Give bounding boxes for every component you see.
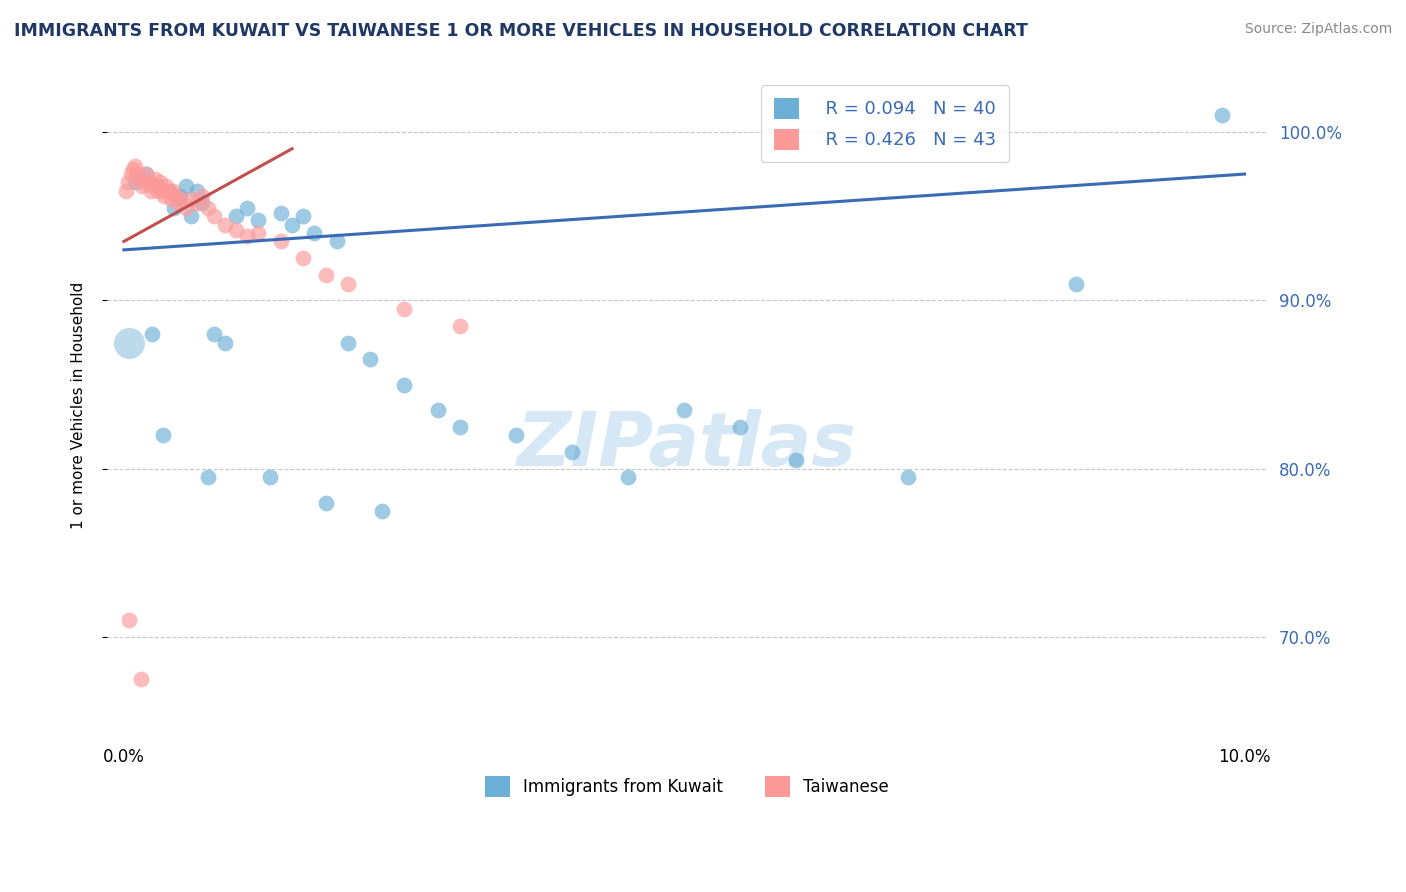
Point xyxy=(392,301,415,316)
Point xyxy=(121,161,143,176)
Text: IMMIGRANTS FROM KUWAIT VS TAIWANESE 1 OR MORE VEHICLES IN HOUSEHOLD CORRELATION : IMMIGRANTS FROM KUWAIT VS TAIWANESE 1 OR… xyxy=(14,22,1028,40)
Point xyxy=(165,189,187,203)
Point xyxy=(449,419,471,434)
Point xyxy=(127,167,149,181)
Point xyxy=(118,335,141,350)
Point xyxy=(124,176,146,190)
Point xyxy=(561,445,583,459)
Point xyxy=(730,419,752,434)
Point xyxy=(174,178,197,193)
Point xyxy=(186,184,208,198)
Point xyxy=(191,195,214,210)
Point xyxy=(163,201,186,215)
Point xyxy=(1211,108,1233,122)
Point xyxy=(180,209,202,223)
Point xyxy=(897,470,920,484)
Point xyxy=(270,206,292,220)
Point xyxy=(359,352,381,367)
Point xyxy=(169,189,191,203)
Point xyxy=(225,222,247,236)
Point xyxy=(236,201,259,215)
Point xyxy=(202,209,225,223)
Point xyxy=(191,189,214,203)
Point xyxy=(157,184,180,198)
Point xyxy=(146,184,169,198)
Point xyxy=(292,209,315,223)
Point xyxy=(426,403,449,417)
Legend: Immigrants from Kuwait, Taiwanese: Immigrants from Kuwait, Taiwanese xyxy=(478,770,896,804)
Point xyxy=(214,218,236,232)
Point xyxy=(155,178,177,193)
Point xyxy=(152,428,174,442)
Point xyxy=(315,268,337,282)
Point xyxy=(225,209,247,223)
Point xyxy=(166,195,188,210)
Point xyxy=(214,335,236,350)
Point xyxy=(1066,277,1088,291)
Point xyxy=(118,614,141,628)
Text: ZIPatlas: ZIPatlas xyxy=(517,409,858,483)
Point xyxy=(138,176,160,190)
Y-axis label: 1 or more Vehicles in Household: 1 or more Vehicles in Household xyxy=(72,282,86,529)
Point xyxy=(115,184,138,198)
Point xyxy=(169,192,191,206)
Point xyxy=(270,235,292,249)
Point xyxy=(146,178,169,193)
Point xyxy=(304,226,326,240)
Point xyxy=(337,335,360,350)
Point xyxy=(162,184,184,198)
Point xyxy=(135,167,157,181)
Point xyxy=(236,229,259,244)
Point xyxy=(247,212,270,227)
Point xyxy=(180,192,202,206)
Point xyxy=(153,189,176,203)
Point xyxy=(197,470,219,484)
Point xyxy=(292,252,315,266)
Point xyxy=(117,176,139,190)
Point xyxy=(337,277,360,291)
Point xyxy=(143,172,166,186)
Point xyxy=(370,504,392,518)
Point xyxy=(135,167,157,181)
Point xyxy=(150,184,173,198)
Point xyxy=(139,184,162,198)
Text: Source: ZipAtlas.com: Source: ZipAtlas.com xyxy=(1244,22,1392,37)
Point xyxy=(131,178,153,193)
Point xyxy=(149,176,172,190)
Point xyxy=(505,428,527,442)
Point xyxy=(129,673,152,687)
Point xyxy=(174,201,197,215)
Point xyxy=(785,453,807,467)
Point xyxy=(392,377,415,392)
Point xyxy=(120,167,142,181)
Point xyxy=(326,235,349,249)
Point xyxy=(141,327,163,342)
Point xyxy=(247,226,270,240)
Point xyxy=(132,176,155,190)
Point xyxy=(197,201,219,215)
Point xyxy=(281,218,304,232)
Point xyxy=(160,192,183,206)
Point xyxy=(157,184,180,198)
Point xyxy=(617,470,640,484)
Point xyxy=(202,327,225,342)
Point xyxy=(142,178,165,193)
Point xyxy=(186,195,208,210)
Point xyxy=(449,318,471,333)
Point xyxy=(124,159,146,173)
Point xyxy=(673,403,696,417)
Point xyxy=(259,470,281,484)
Point xyxy=(315,495,337,509)
Point xyxy=(128,172,150,186)
